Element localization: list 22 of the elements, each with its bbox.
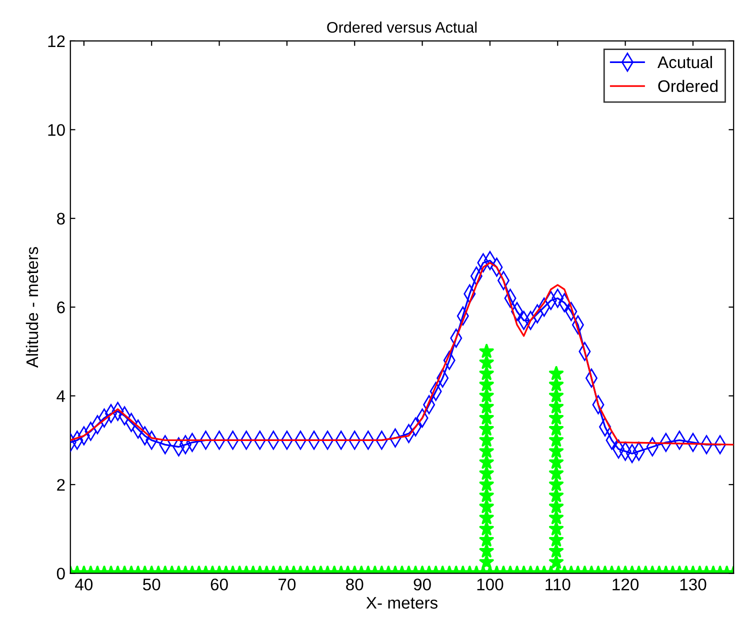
y-tick-label: 6 xyxy=(57,302,65,314)
y-tick-label: 12 xyxy=(48,35,65,47)
x-tick-label: 80 xyxy=(346,578,364,590)
y-axis-title: Altitude - meters xyxy=(26,247,38,368)
x-tick-label: 50 xyxy=(143,578,160,590)
x-tick-label: 90 xyxy=(414,578,431,590)
legend-label: Acutual xyxy=(657,56,712,68)
x-tick-label: 110 xyxy=(546,578,570,590)
x-tick-label: 60 xyxy=(210,578,228,590)
x-tick-label: 70 xyxy=(278,578,296,590)
x-tick-label: 120 xyxy=(612,578,639,590)
y-tick-label: 4 xyxy=(56,390,66,402)
legend-label: Ordered xyxy=(658,80,718,92)
chart-title: Ordered versus Actual xyxy=(327,22,477,33)
x-tick-label: 130 xyxy=(680,578,706,590)
y-tick-label: 10 xyxy=(48,124,65,136)
x-tick-label: 40 xyxy=(75,578,93,590)
y-tick-label: 0 xyxy=(56,568,65,580)
y-tick-label: 8 xyxy=(56,212,65,225)
x-axis-title: X- meters xyxy=(366,597,438,609)
y-tick-label: 2 xyxy=(57,478,65,491)
x-tick-label: 100 xyxy=(477,578,504,590)
